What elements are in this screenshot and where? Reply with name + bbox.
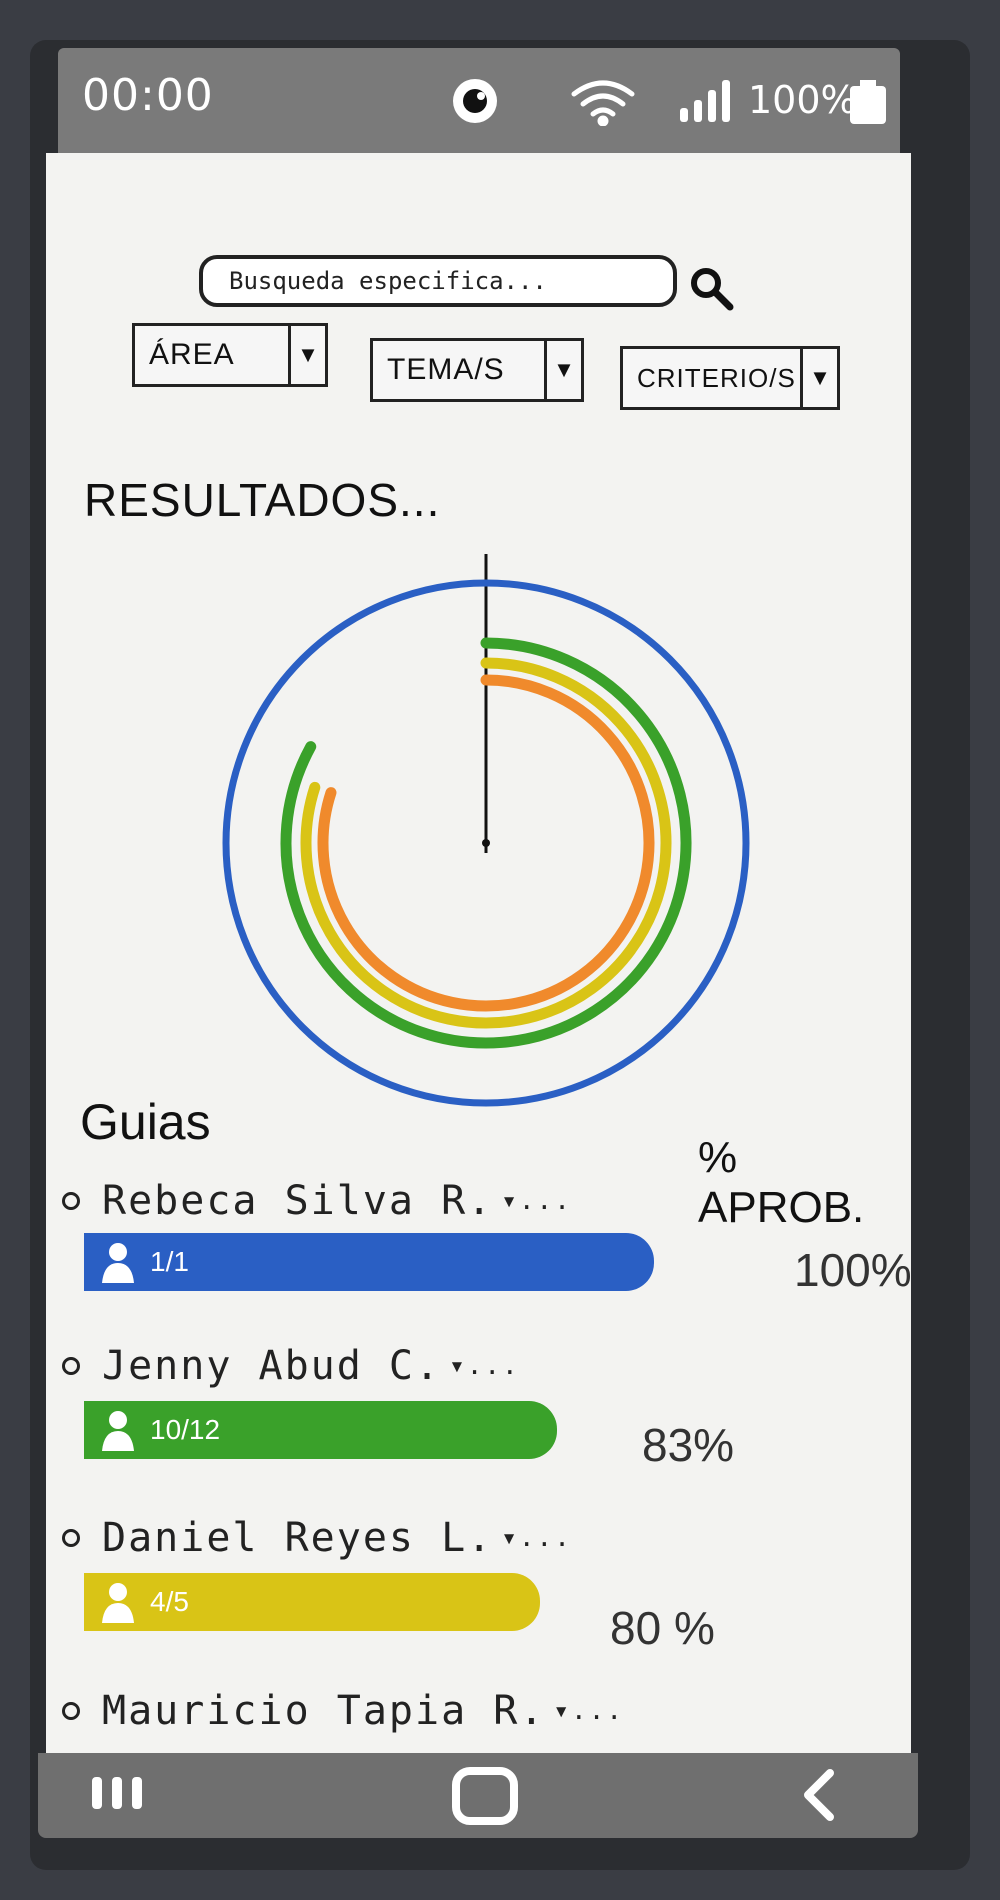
approval-count: 4/5 <box>150 1586 189 1617</box>
approval-percent: 83% <box>642 1419 735 1471</box>
search-input[interactable]: Busqueda especifica... <box>199 255 677 307</box>
guide-name: Jenny Abud C. <box>102 1343 442 1389</box>
home-icon[interactable] <box>450 1765 520 1827</box>
chart-ring <box>300 657 672 1029</box>
guide-name: Daniel Reyes L. <box>102 1515 494 1561</box>
expand-icon[interactable]: ▾... <box>501 1186 572 1216</box>
person-icon <box>102 1583 134 1623</box>
chart-ring <box>280 637 692 1049</box>
person-icon <box>102 1243 134 1283</box>
approval-count: 1/1 <box>150 1246 189 1277</box>
criterio-dropdown-label: CRITERIO/S <box>637 362 796 393</box>
navigation-bar <box>38 1753 918 1838</box>
approval-bar: 10/12 <box>84 1401 558 1459</box>
approval-percent: 100% <box>794 1244 912 1296</box>
results-chart <box>222 554 750 1107</box>
guide-item[interactable]: Mauricio Tapia R. ▾... <box>62 1688 624 1734</box>
area-dropdown-label: ÁREA <box>149 338 235 371</box>
approval-percent: 80 % <box>610 1602 715 1654</box>
guide-name: Rebeca Silva R. <box>102 1178 494 1224</box>
guide-name: Mauricio Tapia R. <box>102 1688 546 1734</box>
app-screen: Busqueda especifica... ÁREA ▼ TEMA/S ▼ C… <box>46 153 912 1753</box>
tema-dropdown-label: TEMA/S <box>387 353 505 386</box>
recent-apps-icon[interactable] <box>90 1773 146 1813</box>
chart-ring <box>222 579 750 1107</box>
status-bar: 00:00 100% <box>58 48 900 153</box>
criterio-dropdown[interactable]: CRITERIO/S ▼ <box>620 346 840 410</box>
eye-icon <box>453 79 497 123</box>
bullet-icon <box>62 1529 80 1547</box>
bullet-icon <box>62 1702 80 1720</box>
chevron-down-icon: ▼ <box>288 326 325 384</box>
guides-title: Guias <box>80 1094 211 1150</box>
results-title: RESULTADOS... <box>84 474 441 526</box>
status-time: 00:00 <box>82 70 214 121</box>
chart-rings <box>222 579 750 1107</box>
battery-percentage: 100% <box>748 78 857 122</box>
approval-count: 10/12 <box>150 1414 221 1445</box>
back-icon[interactable] <box>798 1767 838 1823</box>
chevron-down-icon: ▼ <box>544 341 581 399</box>
signal-icon <box>680 80 730 122</box>
wifi-icon <box>571 80 635 126</box>
approval-bar: 1/1 <box>84 1233 654 1291</box>
approval-header: % APROB. <box>698 1133 865 1232</box>
battery-icon <box>850 80 886 124</box>
bullet-icon <box>62 1192 80 1210</box>
guide-item[interactable]: Jenny Abud C. ▾... <box>62 1343 520 1389</box>
chart-ring <box>317 674 655 1012</box>
expand-icon[interactable]: ▾... <box>501 1523 572 1553</box>
guide-item[interactable]: Daniel Reyes L. ▾... <box>62 1515 572 1561</box>
chart-center-dot <box>482 839 490 847</box>
expand-icon[interactable]: ▾... <box>449 1351 520 1381</box>
search-icon[interactable] <box>688 265 734 311</box>
bullet-icon <box>62 1357 80 1375</box>
chevron-down-icon: ▼ <box>800 349 837 407</box>
search-placeholder: Busqueda especifica... <box>229 267 547 295</box>
guide-item[interactable]: Rebeca Silva R. ▾... <box>62 1178 572 1224</box>
tema-dropdown[interactable]: TEMA/S ▼ <box>370 338 584 402</box>
approval-bar: 4/5 <box>84 1573 540 1631</box>
person-icon <box>102 1411 134 1451</box>
area-dropdown[interactable]: ÁREA ▼ <box>132 323 328 387</box>
expand-icon[interactable]: ▾... <box>553 1696 625 1726</box>
